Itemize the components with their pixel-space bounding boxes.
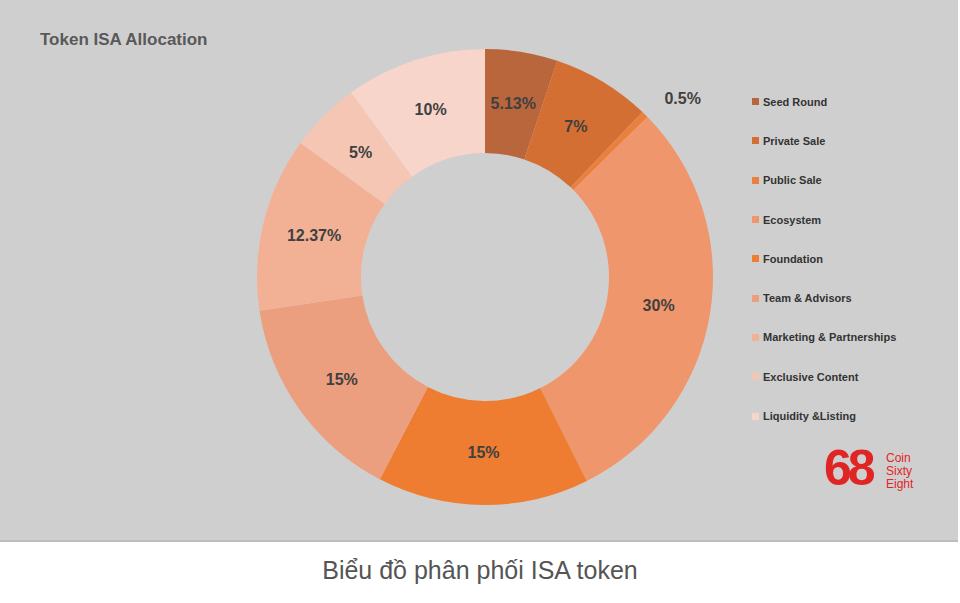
html-text:Token ISA Allocation: Token ISA Allocation [40,30,208,49]
html-text:Seed Round: Seed Round [763,95,828,108]
html-text:Foundation: Foundation [763,252,823,265]
svg-text:5%: 5% [349,144,372,161]
html-text:Private Sale: Private Sale [763,134,826,147]
svg-text:30%: 30% [643,297,675,314]
html-text:Coin: Coin [886,451,911,465]
html-text:Public Sale: Public Sale [763,174,822,187]
svg-text:5.13%: 5.13% [491,95,536,112]
svg-text:12.37%: 12.37% [287,227,341,244]
html-text:Biểu đồ phân phối ISA token: Biểu đồ phân phối ISA token [322,556,638,584]
html-text:Exclusive Content: Exclusive Content [763,370,859,383]
svg-text:0.5%: 0.5% [664,90,700,107]
html-text:Marketing & Partnerships: Marketing & Partnerships [763,331,897,344]
html-text:Team & Advisors: Team & Advisors [763,292,852,305]
html-text:68: 68 [824,440,872,496]
html-text:Sixty: Sixty [886,464,912,478]
html-text:Eight: Eight [886,477,914,491]
svg-text:15%: 15% [326,371,358,388]
svg-text:10%: 10% [415,101,447,118]
html-text:Ecosystem: Ecosystem [763,213,822,226]
svg-text:7%: 7% [564,118,587,135]
svg-text:15%: 15% [468,444,500,461]
html-text:Liquidity &Listing: Liquidity &Listing [763,410,856,422]
